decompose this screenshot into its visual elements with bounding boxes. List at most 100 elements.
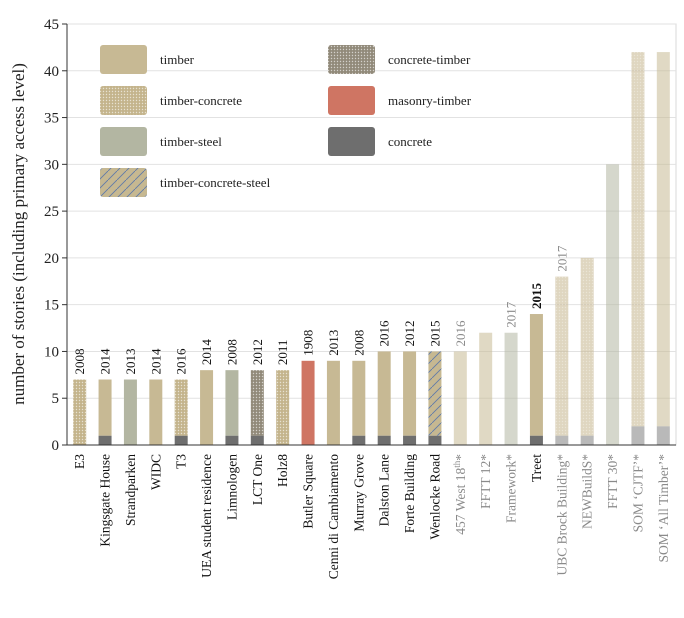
bar-e3 (73, 379, 87, 445)
category-label-forte-building: Forte Building (402, 454, 417, 533)
category-label-limnologen: Limnologen (224, 454, 239, 520)
bar-segment-457-west-18th (453, 351, 467, 445)
year-label-wenlocke-road: 2015 (427, 320, 442, 346)
category-label-framework: Framework* (504, 454, 519, 523)
category-label-murray-grove: Murray Grove (351, 454, 366, 532)
bar-segment-t3 (174, 379, 188, 436)
bar-segment-forte-building (403, 351, 417, 436)
category-label-dalston-lane: Dalston Lane (377, 454, 392, 526)
y-tick-label: 45 (44, 17, 59, 33)
bar-treet (529, 314, 543, 445)
legend-label: concrete-timber (388, 52, 471, 67)
year-label-uea-student-residence: 2014 (199, 339, 214, 366)
category-label-t3: T3 (174, 454, 189, 469)
legend-item-concrete-timber: concrete-timber (328, 45, 471, 74)
category-label-kingsgate-house: Kingsgate House (98, 454, 113, 547)
legend-item-timber-concrete: timber-concrete (100, 86, 242, 115)
category-label-treet: Treet (529, 454, 544, 482)
bar-uea-student-residence (200, 370, 214, 445)
bar-fftt-30 (606, 164, 620, 446)
legend-label: timber-concrete-steel (160, 175, 271, 190)
y-tick-label: 10 (44, 344, 59, 360)
year-label-butler-square: 1908 (301, 330, 316, 356)
category-label-holz8: Holz8 (275, 454, 290, 487)
legend-label: masonry-timber (388, 93, 472, 108)
bar-base-t3 (174, 435, 188, 445)
bar-base-som-cjtf (631, 426, 645, 445)
bar-fftt-12 (479, 332, 493, 445)
category-label-strandparken: Strandparken (123, 454, 138, 526)
year-label-forte-building: 2012 (402, 320, 417, 346)
category-label-ubc-brock-building: UBC Brock Building* (554, 454, 569, 576)
category-label-cenni-di-cambiamento: Cenni di Cambiamento (326, 454, 341, 579)
bar-dalston-lane (377, 351, 391, 445)
legend-label: timber-concrete (160, 93, 242, 108)
bar-limnologen (225, 370, 239, 445)
bar-segment-ubc-brock-building (555, 276, 569, 436)
bars (73, 52, 670, 446)
y-axis-label: number of stories (including primary acc… (9, 63, 28, 405)
year-label-ubc-brock-building: 2017 (554, 245, 569, 272)
bar-segment-murray-grove (352, 360, 366, 436)
category-label-som-all-timber: SOM ‘All Timber’* (656, 454, 671, 563)
legend-label: concrete (388, 134, 432, 149)
year-label-limnologen: 2008 (224, 339, 239, 365)
year-label-kingsgate-house: 2014 (98, 348, 113, 375)
bar-framework (504, 332, 518, 445)
legend: timber timber-concrete timber-steel timber-… (100, 45, 472, 197)
legend-swatch (328, 127, 375, 156)
bar-segment-som-cjtf (631, 52, 645, 427)
year-label-strandparken: 2013 (123, 349, 138, 375)
bar-strandparken (123, 379, 137, 445)
bar-newbuilds (580, 257, 594, 445)
year-labels: 2008 2014 2013 2014 2016 2014 2008 2012 2011 1908… (72, 245, 569, 374)
year-label-457-west-18th: 2016 (453, 320, 468, 347)
category-label-uea-student-residence: UEA student residence (199, 454, 214, 578)
legend-item-timber-concrete-steel: timber-concrete-steel (100, 168, 271, 197)
bar-lct-one (250, 370, 264, 445)
bar-segment-e3 (73, 379, 87, 445)
bar-base-newbuilds (580, 435, 594, 445)
bar-segment-uea-student-residence (200, 370, 214, 445)
category-labels: E3 Kingsgate House Strandparken WIDC T3 UEA s… (72, 454, 671, 579)
bar-segment-cenni-di-cambiamento (326, 360, 340, 445)
legend-item-timber-steel: timber-steel (100, 127, 222, 156)
bar-segment-dalston-lane (377, 351, 391, 436)
year-label-lct-one: 2012 (250, 339, 265, 365)
legend-swatch (100, 45, 147, 74)
y-tick-label: 30 (44, 157, 59, 173)
category-label-e3: E3 (72, 454, 87, 469)
bar-murray-grove (352, 360, 366, 445)
bar-base-limnologen (225, 435, 239, 445)
year-label-e3: 2008 (72, 349, 87, 375)
year-label-holz8: 2011 (275, 340, 290, 366)
bar-base-treet (529, 435, 543, 445)
legend-swatch (328, 86, 375, 115)
y-tick-label: 20 (44, 251, 59, 267)
bar-wenlocke-road (428, 351, 442, 445)
y-tick-label: 40 (44, 64, 59, 80)
bar-segment-framework (504, 332, 518, 445)
year-label-cenni-di-cambiamento: 2013 (326, 330, 341, 356)
bar-som-cjtf (631, 52, 645, 445)
category-label-butler-square: Butler Square (301, 454, 316, 529)
bar-457-west-18th (453, 351, 467, 445)
year-label-framework: 2017 (504, 301, 519, 328)
bar-butler-square (301, 360, 315, 445)
year-label-murray-grove: 2008 (351, 330, 366, 356)
category-label-som-cjtf: SOM ‘CJTF’* (630, 454, 645, 533)
category-label-lct-one: LCT One (250, 454, 265, 505)
year-label-widc: 2014 (148, 348, 163, 375)
y-tick-label: 0 (52, 438, 60, 454)
bar-segment-strandparken (123, 379, 137, 445)
category-label-wenlocke-road: Wenlocke Road (427, 454, 442, 540)
bar-segment-kingsgate-house (98, 379, 112, 436)
legend-swatch (100, 127, 147, 156)
bar-segment-holz8 (276, 370, 290, 445)
legend-label: timber (160, 52, 195, 67)
y-tick-label: 25 (44, 204, 59, 220)
bar-ubc-brock-building (555, 276, 569, 445)
bar-segment-fftt-30 (606, 164, 620, 446)
year-label-t3: 2016 (174, 348, 189, 375)
